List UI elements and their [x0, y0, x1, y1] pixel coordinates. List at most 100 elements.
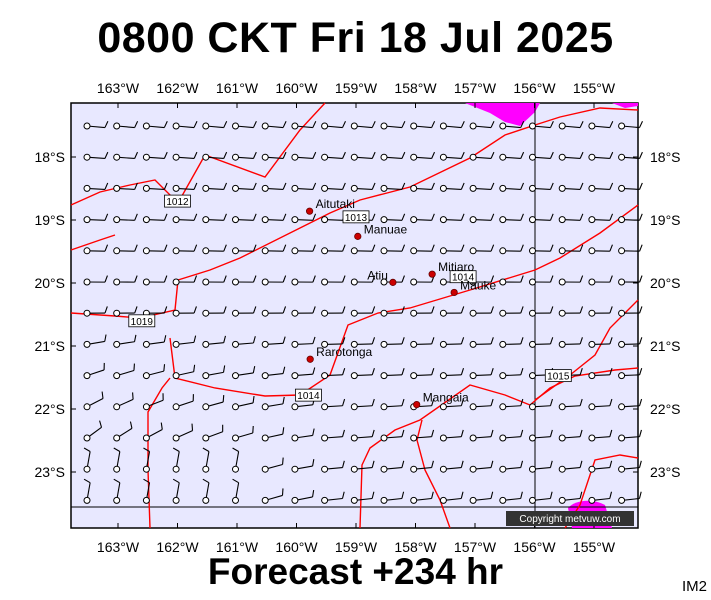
lon-label-bottom: 162°W — [156, 539, 199, 555]
wind-barb — [469, 182, 495, 192]
wind-barb — [558, 398, 583, 411]
place-mangaia: Mangaia — [413, 391, 469, 409]
place-dot — [450, 288, 458, 297]
wind-barb — [439, 182, 465, 192]
wind-barb — [172, 423, 194, 442]
place-dot — [306, 355, 314, 363]
wind-barb — [588, 151, 614, 161]
lat-label-left: 23°S — [34, 464, 65, 480]
wind-barb — [618, 337, 643, 348]
wind-barb — [232, 447, 240, 473]
wind-barb — [202, 478, 210, 504]
wind-barb — [202, 365, 226, 380]
wind-barb — [410, 275, 435, 286]
lat-label-right: 21°S — [650, 338, 681, 354]
wind-barb — [113, 182, 138, 192]
wind-barb — [232, 395, 255, 411]
wind-barb — [499, 244, 524, 255]
wind-barb — [172, 364, 196, 380]
wind-barb — [588, 337, 613, 348]
lat-label-left: 21°S — [34, 338, 65, 354]
wind-barb — [499, 368, 524, 380]
wind-barb — [588, 182, 614, 192]
lon-label-bottom: 159°W — [335, 539, 378, 555]
wind-barb — [558, 244, 584, 255]
wind-barb — [618, 491, 642, 504]
lat-label-right: 23°S — [650, 464, 681, 480]
wind-barb — [558, 275, 584, 286]
isobar-value: 1013 — [345, 213, 368, 224]
wind-barb — [321, 491, 345, 504]
wind-barb — [529, 429, 553, 442]
wind-barb — [410, 182, 435, 192]
wind-barb — [202, 213, 227, 224]
wind-barb — [469, 213, 495, 224]
wind-barb — [499, 275, 524, 286]
place-name: Manuae — [364, 222, 408, 236]
wind-barb — [588, 398, 613, 411]
lat-label-right: 18°S — [650, 149, 681, 165]
lon-label-top: 162°W — [156, 80, 199, 96]
place-mauke: Mauke — [450, 278, 497, 297]
wind-barb — [142, 182, 168, 192]
wind-barb — [469, 460, 494, 473]
place-name: Aitutaki — [316, 197, 355, 211]
wind-barb — [113, 363, 135, 380]
wind-barb — [618, 306, 643, 317]
wind-barb — [410, 213, 435, 224]
wind-barb — [469, 429, 494, 442]
wind-barb — [410, 368, 435, 380]
wind-barb — [588, 213, 614, 224]
wind-barb — [321, 120, 346, 130]
place-manuae: Manuae — [354, 222, 408, 240]
wind-barb — [142, 275, 168, 286]
wind-barb — [618, 398, 643, 411]
wind-barb — [202, 306, 227, 317]
wind-barb — [261, 275, 287, 286]
wind-barb — [83, 244, 109, 255]
wind-barb — [142, 422, 163, 442]
wind-barb — [321, 460, 345, 473]
wind-barb — [202, 447, 210, 473]
wind-barb — [469, 491, 494, 504]
place-aitutaki: Aitutaki — [305, 197, 355, 215]
wind-barb — [469, 120, 495, 130]
isobar-value: 1015 — [547, 372, 570, 383]
wind-barb — [558, 460, 583, 473]
wind-barb — [202, 151, 228, 161]
wind-barb — [439, 429, 464, 442]
lon-label-bottom: 161°W — [216, 539, 259, 555]
wind-barb — [499, 306, 524, 317]
wind-barb — [529, 491, 553, 504]
wind-barb — [321, 182, 346, 192]
wind-barb — [261, 182, 287, 192]
wind-barb — [261, 244, 287, 255]
wind-barb — [202, 335, 227, 348]
wind-barb — [142, 151, 168, 161]
wind-barb — [232, 120, 257, 130]
wind-barb — [618, 275, 643, 286]
wind-barb — [172, 151, 198, 161]
wind-barb — [558, 306, 584, 317]
wind-barb — [142, 244, 168, 255]
place-dot — [305, 207, 314, 215]
wind-barb — [291, 120, 317, 130]
place-name: Rarotonga — [316, 345, 372, 359]
wind-barb — [142, 213, 168, 224]
wind-barb — [113, 151, 139, 161]
wind-barb — [172, 182, 198, 192]
wind-barb — [350, 306, 376, 317]
wind-barb — [291, 428, 315, 442]
map-code: IM2 — [681, 578, 707, 595]
wind-barb — [618, 429, 642, 442]
wind-barb — [261, 366, 286, 380]
lat-label-right: 19°S — [650, 212, 681, 228]
wind-barb — [380, 368, 405, 380]
wind-barb — [410, 337, 435, 348]
wind-barb — [529, 398, 554, 411]
wind-barb — [529, 337, 554, 348]
wind-barb — [291, 275, 316, 286]
wind-barb — [202, 395, 225, 411]
wind-barb — [350, 429, 375, 442]
